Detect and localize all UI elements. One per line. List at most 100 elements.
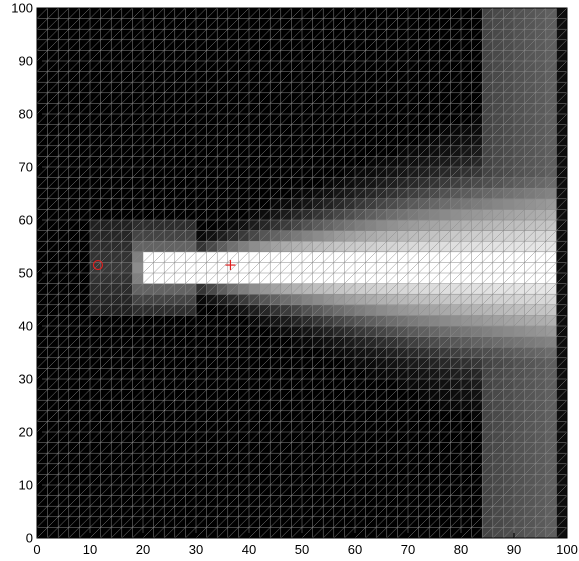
mesh-diagonal [217,188,568,539]
y-tick-label: 90 [19,54,33,69]
mesh-diagonal [439,410,568,539]
mesh-diagonal [36,7,292,263]
x-tick-label: 30 [189,542,203,557]
mesh-diagonal [407,378,568,539]
mesh-diagonal [36,7,483,454]
mesh-diagonal [36,7,356,327]
mesh-diagonal [36,7,324,295]
mesh-diagonal [397,368,568,539]
y-tick-label: 60 [19,213,33,228]
mesh-diagonal [36,7,239,210]
mesh-diagonal [365,336,568,539]
mesh-diagonal [68,39,568,539]
x-tick-label: 40 [242,542,256,557]
mesh-diagonal [153,124,568,539]
x-tick-label: 60 [348,542,362,557]
mesh-diagonal [301,272,568,539]
mesh-diagonal [79,50,568,539]
mesh-diagonal [132,103,568,539]
mesh-diagonal [248,219,568,539]
y-tick-label: 80 [19,107,33,122]
mesh-diagonal [58,29,568,539]
x-tick-label: 20 [136,542,150,557]
mesh-diagonal [36,7,197,168]
mesh-diagonal [36,7,207,178]
y-tick-label: 0 [26,531,33,546]
mesh-diagonal [238,209,568,539]
mesh-diagonal [471,442,568,539]
y-tick-label: 20 [19,425,33,440]
mesh-diagonal [36,7,144,115]
mesh-diagonal [36,7,80,51]
mesh-diagonal [418,389,568,539]
mesh-diagonal [36,7,462,433]
mesh-diagonal [354,325,568,539]
x-tick-label: 80 [454,542,468,557]
mesh-diagonal [36,7,101,72]
mesh-diagonal [36,7,451,422]
mesh-diagonal [429,400,568,539]
mesh-diagonal [270,241,568,539]
mesh-diagonal [503,474,568,539]
mesh-diagonal [513,484,568,539]
mesh-diagonal [482,453,568,539]
x-axis-ticks: 0 10 20 30 40 50 60 70 80 90 100 [33,533,578,557]
mesh-diagonal [291,262,568,539]
mesh-diagonal [36,7,313,284]
mesh-diagonal [36,7,186,157]
mesh-diagonal [36,7,377,348]
mesh-diagonal [36,7,69,40]
mesh-diagonal [36,7,345,316]
mesh-diagonal [460,431,568,539]
mesh-diagonal [227,198,568,539]
y-tick-label: 40 [19,319,33,334]
x-tick-label: 90 [507,542,521,557]
y-tick-label: 30 [19,372,33,387]
mesh-diagonal [36,7,281,252]
mesh-diagonal [36,7,303,274]
mesh-diagonal [36,7,48,19]
mesh-diagonal [323,294,568,539]
mesh-diagonal [36,7,419,390]
markers [92,259,236,271]
mesh-diagonal [36,7,430,401]
mesh-diagonal [36,7,122,93]
mesh-diagonal [185,156,568,539]
mesh-diagonal [280,251,568,539]
mesh-diagonal [36,7,175,146]
y-tick-label: 10 [19,478,33,493]
mesh-diagonal [36,7,472,443]
mesh-diagonal [36,7,112,83]
mesh-diagonal [36,7,154,125]
mesh-diagonal [36,7,525,496]
x-tick-label: 10 [83,542,97,557]
mesh-diagonal [36,7,91,62]
mesh-diagonal [36,7,557,528]
y-tick-label: 50 [19,266,33,281]
mesh-diagonal [36,7,366,337]
mesh-diagonal [376,347,568,539]
y-tick-label: 100 [11,1,33,16]
mesh-diagonal [36,7,271,242]
mesh-diagonal [36,7,228,199]
mesh-diagonal [111,82,568,539]
mesh-diagonal [36,7,334,305]
x-tick-label: 100 [556,542,578,557]
mesh-diagonal [174,145,568,539]
x-tick-label: 0 [33,542,40,557]
mesh-diagonal [142,113,568,539]
mesh-diagonal [450,421,568,539]
mesh-diagonal [36,7,504,475]
x-tick-label: 70 [401,542,415,557]
receiver-marker [225,260,236,271]
mesh-diagonal [259,230,568,539]
mesh-diagonal [36,7,536,507]
mesh-diagonal [47,18,568,539]
source-marker [92,259,104,271]
y-axis-ticks: 0 10 20 30 40 50 60 70 80 90 100 [11,1,42,546]
mesh-diagonal [195,166,568,539]
mesh-diagonal [36,7,546,517]
mesh-diagonal [312,283,568,539]
mesh-diagonal [206,177,568,539]
